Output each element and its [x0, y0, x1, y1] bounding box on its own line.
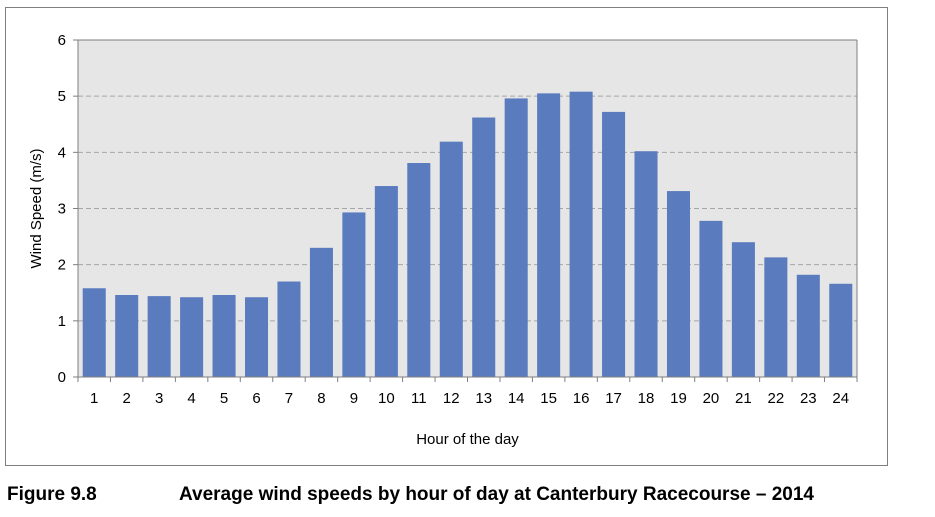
y-tick-label: 5 [58, 88, 66, 105]
x-tick-label: 16 [573, 390, 590, 407]
x-tick-label: 15 [540, 390, 557, 407]
y-tick-label: 2 [58, 257, 66, 274]
bar [277, 281, 301, 377]
x-tick-labels: 1 2 3 4 5 6 7 8 9 10 11 12 13 14 15 16 17 18 19 20 21 22 23 24 [77, 377, 858, 407]
x-tick-label: 19 [670, 390, 687, 407]
bar [147, 296, 171, 377]
y-tick-label: 3 [58, 201, 66, 218]
bar [829, 283, 853, 377]
x-tick-label: 6 [252, 390, 260, 407]
y-tick-label: 1 [58, 313, 66, 330]
figure-number: Figure 9.8 [7, 484, 97, 505]
bar [82, 288, 106, 377]
x-tick-label: 24 [832, 390, 849, 407]
x-tick-label: 2 [123, 390, 131, 407]
x-tick-label: 23 [800, 390, 817, 407]
bar [212, 294, 236, 377]
bar [731, 242, 755, 377]
gridlines [78, 95, 857, 322]
figure-title: Average wind speeds by hour of day at Ca… [179, 484, 814, 505]
bar [115, 294, 139, 377]
x-tick-label: 13 [475, 390, 492, 407]
x-tick-label: 3 [155, 390, 163, 407]
bar [244, 297, 269, 377]
bar [699, 220, 723, 377]
x-tick-label: 4 [187, 390, 195, 407]
x-tick-label: 22 [768, 390, 785, 407]
x-axis-title: Hour of the day [416, 431, 519, 448]
bar [634, 151, 658, 377]
bar [180, 297, 204, 377]
x-tick-label: 12 [443, 390, 460, 407]
bar [504, 98, 528, 377]
x-tick-label: 1 [90, 390, 98, 407]
bar [602, 111, 626, 377]
bar [374, 186, 398, 377]
y-tick-labels: 0 1 2 3 4 5 6 [58, 32, 78, 386]
y-tick-label: 0 [58, 369, 66, 386]
bar [309, 247, 333, 377]
bar [439, 141, 463, 377]
bar [569, 91, 593, 377]
y-axis-title: Wind Speed (m/s) [28, 148, 45, 268]
bar [472, 117, 496, 377]
x-tick-label: 8 [317, 390, 325, 407]
x-tick-label: 10 [378, 390, 395, 407]
bar [796, 274, 820, 377]
x-tick-label: 17 [605, 390, 622, 407]
x-tick-label: 9 [350, 390, 358, 407]
bar [407, 163, 431, 377]
x-tick-label: 11 [411, 390, 427, 407]
y-tick-label: 4 [58, 144, 66, 161]
y-tick-label: 6 [58, 32, 66, 49]
bar [342, 212, 366, 377]
x-tick-label: 18 [638, 390, 655, 407]
bar [764, 257, 788, 377]
bar [537, 93, 561, 377]
x-tick-label: 21 [735, 390, 752, 407]
bar [666, 191, 691, 377]
x-tick-label: 14 [508, 390, 525, 407]
x-tick-label: 20 [703, 390, 720, 407]
figure-caption: Figure 9.8 Average wind speeds by hour o… [7, 484, 932, 510]
bars [82, 91, 853, 377]
x-tick-label: 7 [285, 390, 293, 407]
x-tick-label: 5 [220, 390, 228, 407]
